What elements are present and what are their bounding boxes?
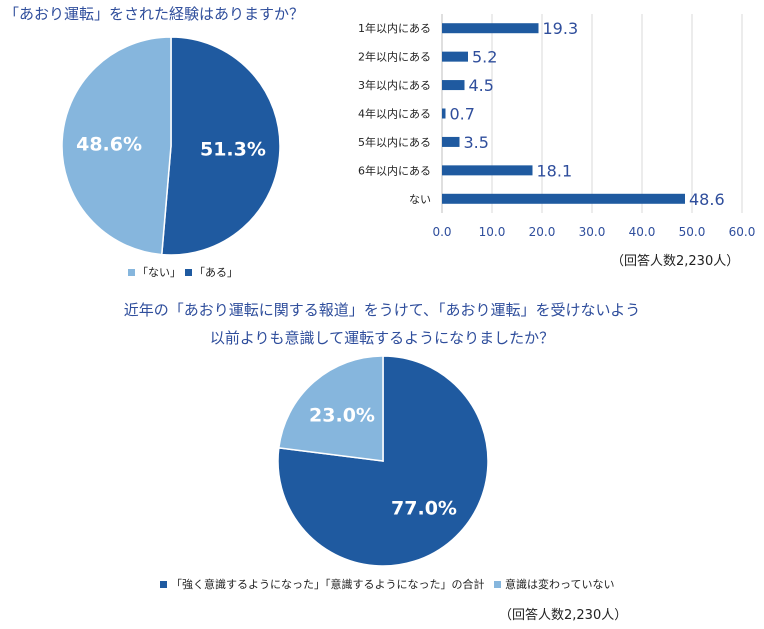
pie2-unchanged-label: 23.0% bbox=[309, 404, 375, 426]
pie1: 51.3% 48.6% bbox=[61, 36, 281, 256]
pie2-unchanged-slice bbox=[277, 355, 384, 462]
pie1-aru-label: 51.3% bbox=[200, 139, 266, 161]
x-tick-label: 40.0 bbox=[629, 225, 656, 239]
bar bbox=[442, 165, 533, 176]
legend-label-aru: 「ある」 bbox=[194, 266, 238, 279]
bar-category-label: 1年以内にある bbox=[358, 21, 431, 35]
bar bbox=[442, 51, 468, 62]
bar-category-label: 3年以内にある bbox=[358, 78, 431, 92]
legend-label-unchanged: 意識は変わっていない bbox=[505, 578, 615, 591]
bar-value-label: 48.6 bbox=[689, 190, 725, 209]
bar-chart: 0.0 10.0 20.0 30.0 40.0 50.0 60.0 1年以内にある 19.3 2… bbox=[358, 14, 755, 239]
bar bbox=[442, 193, 685, 204]
pie1-title: 「あおり運転」をされた経験はありますか？ bbox=[4, 5, 305, 23]
bar-value-label: 4.5 bbox=[469, 76, 494, 95]
legend-swatch-nai bbox=[128, 268, 135, 276]
x-tick-label: 20.0 bbox=[529, 225, 556, 239]
pie2-legend-item-aware: 「強く意識するようになった」「意識するようになった」の合計 bbox=[160, 576, 485, 592]
pie2: 77.0% 23.0% bbox=[277, 355, 489, 567]
bar bbox=[442, 108, 446, 119]
x-tick-label: 60.0 bbox=[729, 225, 756, 239]
bar-value-label: 19.3 bbox=[543, 19, 579, 38]
x-tick-label: 10.0 bbox=[479, 225, 506, 239]
bar-category-label: 6年以内にある bbox=[358, 163, 431, 177]
legend-swatch-unchanged bbox=[494, 580, 501, 588]
bar-value-label: 3.5 bbox=[464, 133, 489, 152]
pie2-aware-label: 77.0% bbox=[391, 498, 457, 520]
legend-label-nai: 「ない」 bbox=[137, 266, 181, 279]
bar-value-label: 5.2 bbox=[472, 48, 497, 67]
bar-category-label: 5年以内にある bbox=[358, 135, 431, 149]
bar-value-label: 18.1 bbox=[537, 161, 573, 180]
pie1-aru-slice bbox=[160, 36, 281, 256]
bar-respondents-note: （回答人数2,230人） bbox=[611, 254, 740, 269]
legend-swatch-aware bbox=[160, 580, 167, 588]
bar-category-label: 2年以内にある bbox=[358, 50, 431, 64]
bar bbox=[442, 80, 465, 91]
bar-category-label: 4年以内にある bbox=[358, 107, 431, 121]
pie2-title-line2: 以前よりも意識して運転するようになりましたか？ bbox=[209, 329, 555, 347]
pie1-legend: 「ない」 「ある」 bbox=[128, 264, 238, 280]
bar bbox=[442, 136, 460, 147]
bar-category-label: ない bbox=[409, 193, 431, 206]
bar bbox=[442, 23, 539, 34]
x-tick-label: 0.0 bbox=[432, 225, 451, 239]
legend-label-aware: 「強く意識するようになった」「意識するようになった」の合計 bbox=[171, 578, 485, 591]
pie1-nai-slice bbox=[61, 36, 172, 256]
x-tick-label: 50.0 bbox=[679, 225, 706, 239]
legend-swatch-aru bbox=[185, 268, 192, 276]
pie2-respondents-note: （回答人数2,230人） bbox=[499, 608, 628, 623]
bar-value-label: 0.7 bbox=[450, 105, 475, 124]
pie2-title-line1: 近年の「あおり運転に関する報道」をうけて、「あおり運転」を受けないよう bbox=[123, 301, 641, 319]
pie2-legend-item-unchanged: 意識は変わっていない bbox=[494, 576, 614, 592]
pie1-nai-label: 48.6% bbox=[76, 133, 142, 155]
x-tick-label: 30.0 bbox=[579, 225, 606, 239]
